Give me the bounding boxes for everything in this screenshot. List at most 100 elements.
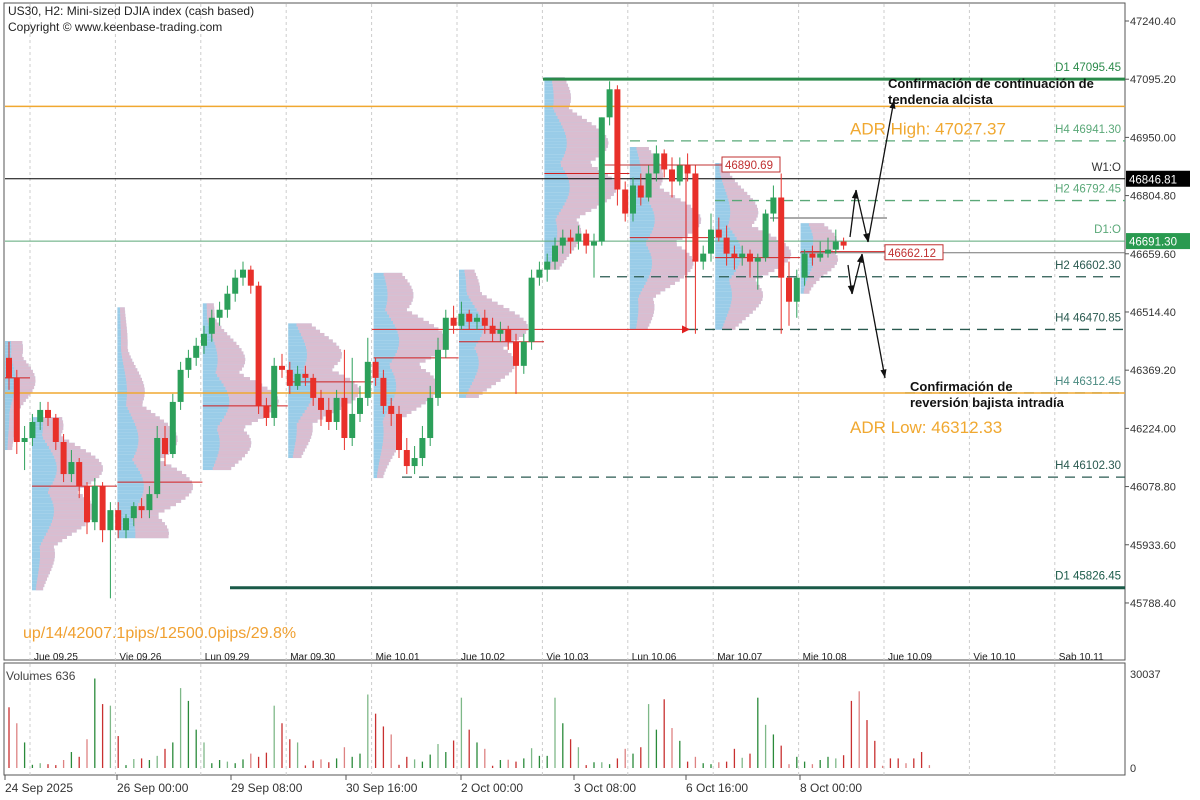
annotation-bullish: Confirmación de continuación de tendenci… <box>888 76 1094 108</box>
profile-bar-overlay <box>120 310 126 314</box>
candle-body <box>396 413 402 451</box>
profile-bar-overlay <box>641 179 663 183</box>
profile-bar-overlay <box>556 215 580 219</box>
profile-bar-overlay <box>557 115 582 119</box>
profile-bar-overlay <box>566 141 609 145</box>
profile-bar-overlay <box>134 454 165 459</box>
annotation-bearish-line1: Confirmación de <box>910 379 1013 394</box>
profile-bar-overlay <box>649 249 686 253</box>
profile-bar-overlay <box>724 185 741 189</box>
candle-body <box>489 325 496 334</box>
copyright-text: Copyright © www.keenbase-trading.com <box>8 20 223 34</box>
candle-body <box>325 409 332 422</box>
profile-bar-overlay <box>293 451 304 455</box>
profile-bar-overlay <box>7 443 13 447</box>
candle <box>442 309 449 358</box>
candle-body <box>840 241 847 246</box>
profile-bar-overlay <box>383 429 403 434</box>
profile-bar-overlay <box>654 223 700 228</box>
candle <box>731 245 738 270</box>
profile-bar-overlay <box>219 421 252 426</box>
candle <box>458 301 465 330</box>
candle <box>825 237 831 258</box>
profile-bar-overlay <box>465 394 479 398</box>
profile-bar-overlay <box>125 374 141 378</box>
profile-bar-overlay <box>804 287 812 291</box>
volume-profile <box>117 307 203 539</box>
profile-bar-overlay <box>637 150 652 154</box>
profile-bar-overlay <box>8 424 17 428</box>
profile-bar-overlay <box>229 402 279 406</box>
candle-body <box>357 397 363 414</box>
profile-bar-overlay <box>39 564 53 568</box>
profile-bar-overlay <box>555 112 578 116</box>
profile-bar-overlay <box>556 224 581 228</box>
candle <box>552 237 558 270</box>
profile-bar-overlay <box>813 258 838 262</box>
x-time-label: 26 Sep 00:00 <box>117 781 189 795</box>
candle-body <box>60 442 67 475</box>
candle <box>208 309 215 342</box>
profile-bar-overlay <box>641 172 664 176</box>
profile-bar-overlay <box>15 385 35 390</box>
profile-bar-overlay <box>123 365 136 369</box>
candle-body <box>232 277 239 294</box>
profile-bar-overlay <box>296 432 313 436</box>
candle-body <box>185 357 192 370</box>
candle <box>91 478 98 531</box>
profile-bar-overlay <box>141 474 187 478</box>
profile-bar-overlay <box>295 438 310 442</box>
profile-bar-overlay <box>396 385 439 389</box>
candle-body <box>676 165 683 182</box>
profile-bar-overlay <box>134 525 168 529</box>
candle-body <box>247 269 254 286</box>
candle-body <box>567 237 574 242</box>
profile-bar-overlay <box>643 191 670 196</box>
profile-bar-overlay <box>654 220 701 224</box>
y-tick-label: 46659.60 <box>1130 249 1176 261</box>
candle-body <box>177 369 184 402</box>
profile-bar-overlay <box>136 425 172 430</box>
profile-bar-overlay <box>225 386 268 390</box>
profile-bar-overlay <box>734 233 771 237</box>
candle-body <box>832 241 839 250</box>
candle <box>747 249 753 278</box>
profile-bar-overlay <box>392 320 429 325</box>
profile-bar-overlay <box>638 153 654 157</box>
profile-bar-overlay <box>636 323 650 327</box>
profile-bar-overlay <box>638 300 654 305</box>
profile-bar-overlay <box>729 217 757 221</box>
candle-body <box>762 213 769 258</box>
profile-bar-overlay <box>120 329 128 333</box>
profile-bar-overlay <box>48 490 78 495</box>
profile-bar-overlay <box>552 106 569 110</box>
candle-body <box>427 397 434 438</box>
level-label: H4 46941.30 <box>1055 124 1121 136</box>
candle-body <box>271 365 278 418</box>
profile-bar-overlay <box>218 431 247 435</box>
profile-bar-overlay <box>806 280 817 285</box>
profile-bar-overlay <box>221 380 257 384</box>
x-time-label: 6 Oct 16:00 <box>686 781 748 795</box>
candle-body <box>669 169 675 182</box>
candle-body <box>637 185 644 198</box>
x-time-label: 8 Oct 00:00 <box>800 781 862 795</box>
profile-bar-overlay <box>645 195 676 199</box>
annotation-bullish-line1: Confirmación de continuación de <box>888 76 1094 91</box>
profile-bar-overlay <box>206 312 215 317</box>
candle-body <box>559 237 566 246</box>
candle <box>130 502 137 527</box>
candle-body <box>333 397 340 422</box>
profile-bar-overlay <box>647 278 680 282</box>
profile-bar-overlay <box>811 248 833 253</box>
profile-bar-overlay <box>14 389 33 393</box>
profile-bar-overlay <box>390 365 421 370</box>
profile-bar-overlay <box>48 487 81 491</box>
profile-bar-overlay <box>808 274 824 278</box>
profile-bar-overlay <box>652 207 695 212</box>
profile-bar-overlay <box>638 156 656 160</box>
profile-bar-overlay <box>120 336 128 340</box>
profile-bar-overlay <box>464 269 475 273</box>
candle-body <box>169 401 176 455</box>
